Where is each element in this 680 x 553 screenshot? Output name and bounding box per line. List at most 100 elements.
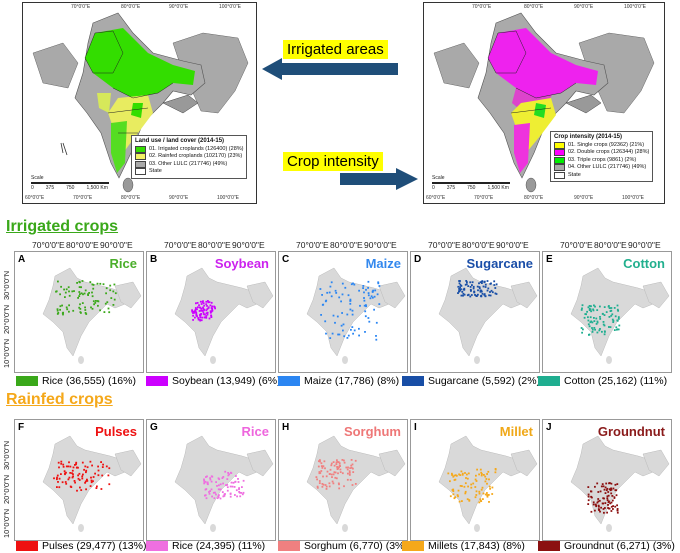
map2-scale-bar: Scale 0 375 750 1,500 Km [432, 175, 510, 191]
crop-map-panel: F Pulses [14, 419, 144, 541]
map1-legend-swatch [135, 160, 146, 168]
map1-legend-item: 03. Other LULC (217746) (49%) [135, 161, 243, 169]
crop-intensity-callout: Crop intensity [283, 152, 383, 171]
crop-map-panel: B Soybean [146, 251, 276, 373]
irrigated-areas-map: 70°0'0"E 80°0'0"E 90°0'0"E 100°0'0"E 60°… [22, 2, 257, 204]
latitude-label: 30°0'0"N [2, 440, 11, 470]
map2-legend-item: 04. Other LULC (217746) (49%) [554, 164, 649, 172]
latitude-label: 10°0'0"N [2, 338, 11, 368]
panel-letter: C [282, 254, 290, 265]
crop-legend-item: Sorghum (6,770) (3%) [278, 540, 408, 552]
crop-legend-swatch [278, 376, 300, 386]
panel-crop-name: Soybean [214, 256, 269, 271]
crop-legend-swatch [16, 541, 38, 551]
longitude-label: 80°0'0"E [330, 240, 363, 250]
crop-map-graphic [174, 267, 274, 364]
crop-map-panel: H Sorghum [278, 419, 408, 541]
crop-intensity-map: 70°0'0"E 80°0'0"E 90°0'0"E 100°0'0"E 60°… [423, 2, 665, 204]
crop-legend-item: Sugarcane (5,592) (2%) [402, 375, 540, 387]
crop-map-graphic [570, 435, 670, 532]
longitude-label: 90°0'0"E [496, 240, 529, 250]
crop-legend-swatch [538, 541, 560, 551]
crop-map-panel: D Sugarcane [410, 251, 540, 373]
map1-legend: Land use / land cover (2014-15) 01. Irri… [131, 135, 248, 179]
map2-legend-item: 01. Single crops (92362) (21%) [554, 142, 649, 150]
map1-scale-bar: Scale 0 375 750 1,500 Km [31, 175, 109, 191]
longitude-label: 90°0'0"E [628, 240, 661, 250]
map1-legend-title: Land use / land cover (2014-15) [135, 138, 225, 144]
map1-legend-item: 01. Irrigated croplands (126400) (28%) [135, 146, 243, 154]
longitude-label: 90°0'0"E [364, 240, 397, 250]
panel-crop-name: Millet [499, 424, 533, 439]
rainfed-crops-title: Rainfed crops [6, 391, 113, 408]
map2-legend-swatch [554, 149, 565, 157]
panel-crop-name: Cotton [623, 256, 665, 271]
panel-letter: D [414, 254, 422, 265]
map1-top-tick: 80°0'0"E [121, 4, 141, 10]
latitude-label: 20°0'0"N [2, 304, 11, 334]
crop-legend-swatch [146, 541, 168, 551]
crop-map-panel: G Rice [146, 419, 276, 541]
map2-legend-title: Crop intensity (2014-15) [554, 134, 623, 140]
crop-map-panel: E Cotton [542, 251, 672, 373]
crop-legend-item: Maize (17,786) (8%) [278, 375, 399, 387]
crop-map-graphic [438, 267, 538, 364]
map2-bottom-tick: 100°0'0"E [622, 195, 644, 201]
longitude-label: 80°0'0"E [198, 240, 231, 250]
panel-crop-name: Rice [241, 424, 269, 439]
map1-legend-item: State [135, 168, 243, 176]
longitude-label: 80°0'0"E [594, 240, 627, 250]
crop-map-panel: J Groundnut [542, 419, 672, 541]
latitude-label: 10°0'0"N [2, 508, 11, 538]
longitude-label: 90°0'0"E [232, 240, 265, 250]
map1-legend-swatch [135, 168, 146, 176]
crop-map-panel: I Millet [410, 419, 540, 541]
crop-legend-item: Cotton (25,162) (11%) [538, 375, 667, 387]
crop-map-panel: A Rice [14, 251, 144, 373]
latitude-label: 30°0'0"N [2, 270, 11, 300]
map2-legend-item: 03. Triple crops (9861) (2%) [554, 157, 649, 165]
crop-intensity-map-graphic [424, 3, 664, 203]
crop-map-graphic [42, 267, 142, 364]
crop-legend-item: Soybean (13,949) (6%) [146, 375, 281, 387]
crop-legend-item: Rice (36,555) (16%) [16, 375, 136, 387]
map1-bottom-tick: 90°0'0"E [169, 195, 189, 201]
longitude-label: 70°0'0"E [560, 240, 593, 250]
crop-map-graphic [306, 267, 406, 364]
longitude-label: 90°0'0"E [100, 240, 133, 250]
longitude-label: 70°0'0"E [296, 240, 329, 250]
crop-legend-swatch [402, 376, 424, 386]
map2-bottom-tick: 80°0'0"E [524, 195, 544, 201]
crop-map-graphic [174, 435, 274, 532]
panel-crop-name: Maize [365, 256, 401, 271]
left-arrow-icon [262, 58, 398, 80]
longitude-label: 70°0'0"E [32, 240, 65, 250]
panel-letter: E [546, 254, 553, 265]
map1-bottom-tick: 100°0'0"E [217, 195, 239, 201]
map2-bottom-tick: 90°0'0"E [574, 195, 594, 201]
longitude-label: 70°0'0"E [428, 240, 461, 250]
panel-letter: G [150, 422, 158, 433]
map2-legend-swatch [554, 141, 565, 149]
panel-letter: J [546, 422, 552, 433]
crop-legend-item: Pulses (29,477) (13%) [16, 540, 146, 552]
map2-legend-swatch [554, 164, 565, 172]
map1-bottom-tick: 70°0'0"E [73, 195, 93, 201]
map2-top-tick: 70°0'0"E [472, 4, 492, 10]
panel-crop-name: Sorghum [343, 424, 401, 439]
longitude-label: 80°0'0"E [462, 240, 495, 250]
crop-map-graphic [570, 267, 670, 364]
crop-legend-item: Millets (17,843) (8%) [402, 540, 525, 552]
panel-letter: I [414, 422, 417, 433]
map2-legend-swatch [554, 171, 565, 179]
map1-top-tick: 70°0'0"E [71, 4, 91, 10]
map1-top-tick: 90°0'0"E [169, 4, 189, 10]
crop-legend-swatch [538, 376, 560, 386]
panel-letter: H [282, 422, 290, 433]
map2-bottom-tick: 70°0'0"E [474, 195, 494, 201]
map2-top-tick: 90°0'0"E [574, 4, 594, 10]
longitude-label: 70°0'0"E [164, 240, 197, 250]
map1-bottom-tick: 80°0'0"E [121, 195, 141, 201]
map2-legend-item: State [554, 172, 649, 180]
panel-letter: F [18, 422, 25, 433]
